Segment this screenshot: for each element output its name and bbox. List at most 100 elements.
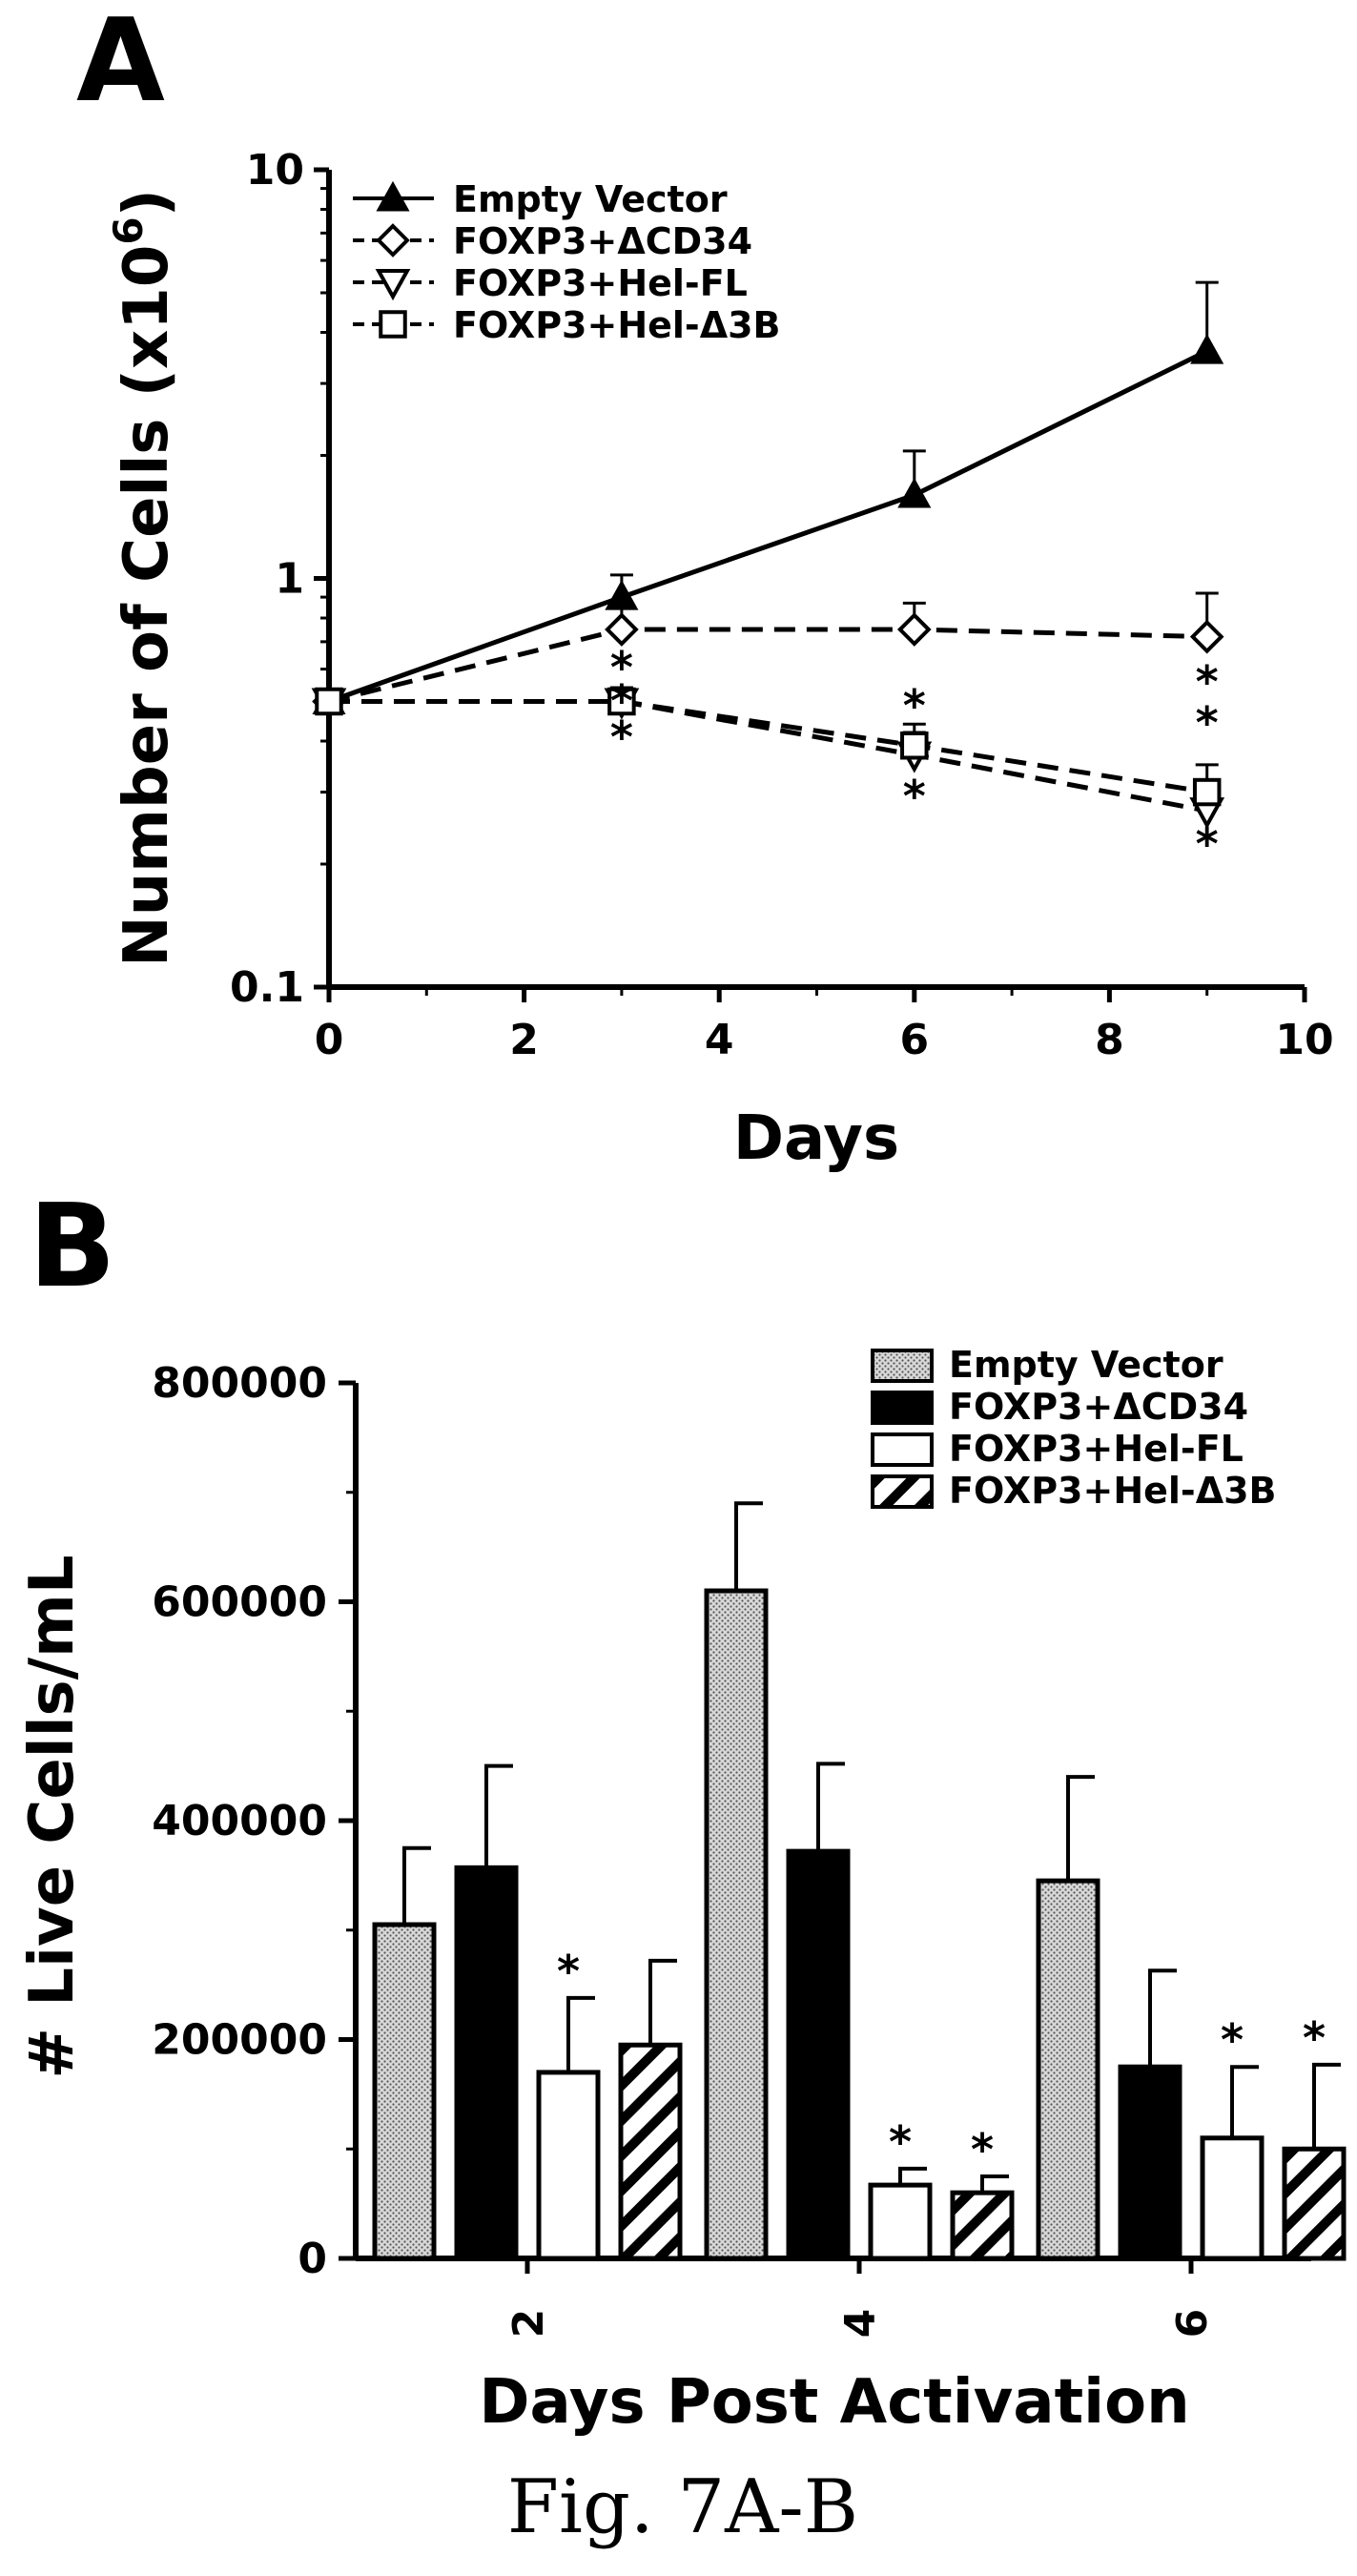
panel-a-y-title-close: ) [112,189,182,216]
panel-a-x-tick-label: 0 [315,1016,344,1064]
panel-a-series-line-0 [328,348,1208,704]
panel-a-series-3 [315,686,1222,807]
panel-a-y-axis-title: Number of Cells (x106) [105,189,182,967]
panel-b-group-2 [372,1763,683,2261]
panel-a-series-1 [312,591,1224,719]
panel-a-significance-star: * [903,680,926,732]
panel-a-significance-layer: ******** [610,642,1219,870]
panel-b-group-6 [1036,1775,1347,2261]
panel-b-bar-2 [536,2070,601,2261]
panel-a-series-2 [311,686,1225,830]
panel-b-bar-1 [786,1848,851,2261]
panel-b-legend-swatch [871,1474,934,1509]
panel-a-significance-star: * [610,711,633,763]
panel-b-letter: B [29,1181,115,1313]
panel-b-y-ticks: 0 200000 400000 600000 800000 [152,1359,356,2283]
panel-b-bar-chart: B 0 200000 400000 600000 800000 * * * * * 2 4 6 Da… [17,1181,1347,2438]
panel-b-legend-label: FOXP3+Hel-Δ3B [949,1470,1277,1512]
panel-a-legend-item-1: FOXP3+ΔCD34 [353,220,752,262]
panel-a-significance-star: * [610,675,633,727]
panel-b-significance-star: * [1221,2014,1244,2066]
panel-a-significance-star: * [1196,656,1219,708]
panel-b-y-axis-title: # Live Cells/mL [17,1555,88,2078]
panel-a-legend-label: FOXP3+Hel-Δ3B [453,304,781,346]
panel-a-series-layer [311,280,1225,830]
panel-a-x-tick-label: 6 [899,1016,929,1064]
panel-a-y-title-main: Number of Cells (x10 [112,245,182,967]
panel-b-bar-3 [1282,2146,1347,2261]
panel-b-legend-item-3: FOXP3+Hel-Δ3B [871,1470,1277,1512]
panel-a-series-line-2 [329,698,1208,814]
panel-b-bar-0 [1036,1878,1100,2261]
panel-b-significance-star: * [971,2124,994,2175]
panel-b-bar-0 [372,1922,437,2261]
panel-a-y-tick-label: 10 [246,146,304,195]
panel-a-significance-star: * [610,642,633,693]
panel-a-x-tick-label: 4 [705,1016,734,1064]
panel-a-data-point [605,612,639,647]
panel-b-bar-2 [1200,2135,1264,2261]
panel-a-data-point [896,612,932,647]
panel-b-legend-label: FOXP3+ΔCD34 [949,1386,1248,1428]
panel-b-legend: Empty VectorFOXP3+ΔCD34FOXP3+Hel-FLFOXP3… [871,1344,1277,1512]
panel-a-legend-marker [376,180,410,212]
panel-b-legend-item-1: FOXP3+ΔCD34 [871,1386,1248,1428]
panel-b-group-4 [704,1501,1015,2261]
panel-a-y-tick-label: 1 [275,555,304,604]
panel-a-line-chart: A 0.1 1 10 0 2 4 6 8 10 Days Number of Cells (x… [76,0,1334,1174]
panel-b-bar-0 [704,1588,769,2261]
panel-b-bar-2 [868,2182,933,2261]
panel-b-y-tick-label: 400000 [152,1797,327,1845]
panel-b-significance-star: * [889,2116,912,2168]
panel-a-legend-marker [376,223,410,258]
panel-b-legend-swatch [871,1349,934,1383]
panel-b-legend-item-0: Empty Vector [871,1344,1223,1386]
panel-b-legend-label: Empty Vector [949,1344,1223,1386]
panel-b-x-ticks: 2 4 6 [504,2258,1217,2338]
panel-a-y-tick-label: 0.1 [230,963,304,1012]
panel-b-bar-3 [618,2042,683,2261]
panel-b-legend-swatch [871,1391,934,1425]
panel-b-bars-layer: * * * * * [372,1501,1347,2261]
panel-a-x-tick-label: 2 [509,1016,539,1064]
panel-a-x-tick-label: 10 [1275,1016,1333,1064]
panel-b-significance-star: * [1303,2012,1326,2064]
panel-b-bar-1 [1118,2064,1182,2261]
figure-caption: Fig. 7A-B [507,2464,858,2550]
panel-a-series-line-1 [328,627,1207,704]
panel-a-significance-star: * [1196,697,1219,749]
panel-b-legend-item-2: FOXP3+Hel-FL [871,1428,1244,1470]
panel-b-x-tick-label: 4 [836,2309,885,2339]
panel-b-y-tick-label: 0 [298,2235,327,2283]
panel-a-data-point [1190,334,1224,364]
panel-a-data-point [1189,619,1224,654]
panel-b-significance-star: * [557,1946,580,1997]
panel-a-legend-label: FOXP3+Hel-FL [453,262,748,304]
panel-a-data-point [897,477,932,508]
panel-a-letter: A [76,0,165,128]
panel-a-data-point [607,687,636,716]
panel-a-series-0 [312,280,1224,714]
panel-b-legend-label: FOXP3+Hel-FL [949,1428,1244,1470]
panel-a-significance-star: * [1196,818,1219,870]
panel-a-x-ticks: 0 2 4 6 8 10 [315,987,1334,1064]
panel-b-y-tick-label: 200000 [152,2016,327,2065]
panel-b-bar-1 [454,1865,519,2261]
panel-b-bar-3 [950,2190,1015,2261]
panel-a-y-ticks: 0.1 1 10 [230,146,329,1012]
panel-a-legend-item-2: FOXP3+Hel-FL [353,262,748,304]
panel-b-x-tick-label: 2 [504,2309,553,2339]
panel-b-x-axis-title: Days Post Activation [479,2367,1189,2438]
panel-a-legend-label: FOXP3+ΔCD34 [453,220,752,262]
panel-a-data-point [315,687,343,716]
panel-a-x-axis-title: Days [733,1103,899,1174]
panel-a-legend-item-0: Empty Vector [353,178,728,220]
panel-a-legend-marker [379,310,407,339]
panel-a-data-point [1192,777,1222,807]
panel-b-x-tick-label: 6 [1168,2309,1217,2339]
panel-b-y-tick-label: 600000 [152,1578,327,1627]
panel-a-series-line-3 [329,698,1208,795]
panel-a-data-point [900,731,929,760]
panel-a-legend-label: Empty Vector [453,178,728,220]
